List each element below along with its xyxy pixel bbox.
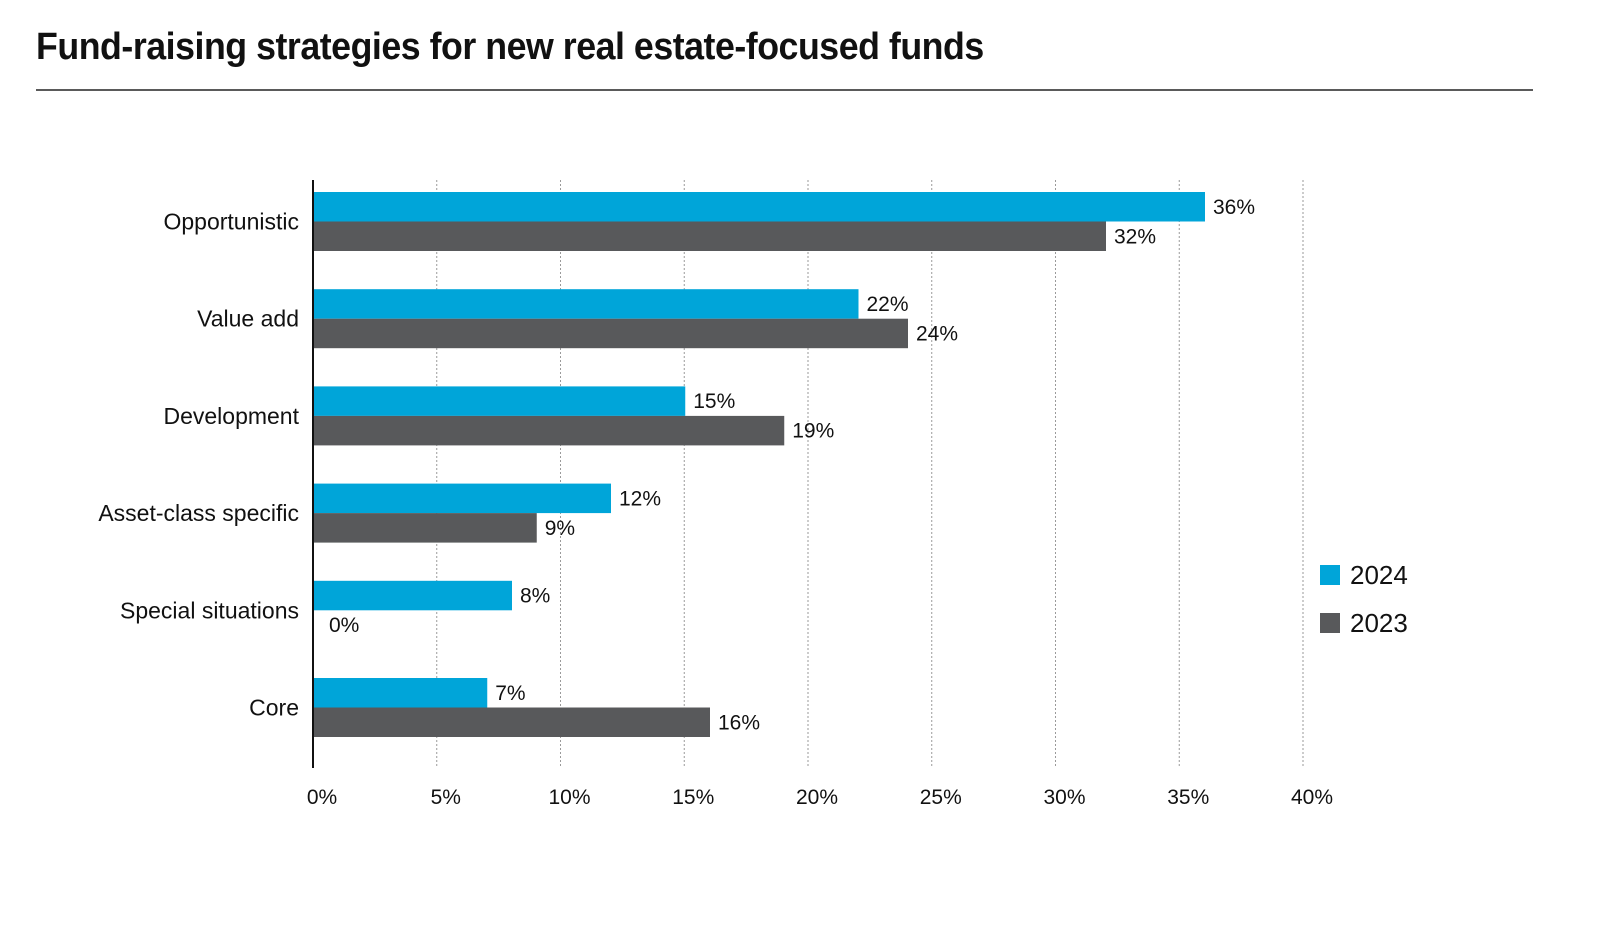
data-label-2023: 32% bbox=[1114, 225, 1156, 248]
legend-swatch-2023 bbox=[1320, 613, 1340, 633]
category-label: Asset-class specific bbox=[98, 500, 299, 526]
data-label-2024: 36% bbox=[1213, 196, 1255, 219]
bar-2023 bbox=[314, 221, 1106, 251]
x-tick-label: 15% bbox=[672, 786, 714, 809]
x-tick-label: 5% bbox=[431, 786, 461, 809]
category-labels: Opportunistic Value add Development Asset-c… bbox=[98, 209, 299, 721]
bar-2023 bbox=[314, 415, 785, 446]
bar-2023 bbox=[314, 318, 908, 349]
data-label-2023: 16% bbox=[718, 711, 760, 734]
x-tick-label: 25% bbox=[920, 786, 962, 809]
bar-2024 bbox=[314, 192, 1205, 222]
bar-2024 bbox=[314, 289, 859, 319]
x-tick-labels: 0% 5% 10% 15% 20% 25% 30% 35% 40% bbox=[307, 786, 1333, 809]
chart-title: Fund-raising strategies for new real est… bbox=[36, 26, 984, 68]
bar-2024 bbox=[314, 678, 488, 708]
x-tick-label: 10% bbox=[548, 786, 590, 809]
bars bbox=[314, 192, 1205, 737]
bar-2023 bbox=[314, 707, 710, 737]
data-label-2024: 12% bbox=[619, 487, 661, 510]
bar-2023 bbox=[314, 513, 537, 543]
bar-2024 bbox=[314, 386, 686, 416]
data-label-2023: 24% bbox=[916, 322, 958, 345]
data-label-2024: 7% bbox=[495, 682, 525, 705]
category-label: Special situations bbox=[120, 597, 299, 623]
legend-swatch-2024 bbox=[1320, 565, 1340, 585]
bar-2024 bbox=[314, 483, 611, 514]
x-tick-label: 20% bbox=[796, 786, 838, 809]
data-label-2023: 0% bbox=[329, 614, 359, 637]
bar-2024 bbox=[314, 580, 512, 611]
data-label-2024: 22% bbox=[867, 293, 909, 316]
title-divider bbox=[36, 89, 1533, 91]
x-tick-label: 0% bbox=[307, 786, 337, 809]
category-label: Value add bbox=[197, 306, 299, 332]
data-label-2024: 15% bbox=[693, 390, 735, 413]
x-tick-label: 35% bbox=[1167, 786, 1209, 809]
category-label: Opportunistic bbox=[163, 209, 299, 235]
gridlines bbox=[436, 180, 1304, 768]
x-tick-label: 30% bbox=[1043, 786, 1085, 809]
data-labels: 36% 32% 22% 24% 15% 19% 12% 9% 8% 0% 7% 16% bbox=[329, 196, 1255, 735]
legend: 2024 2023 bbox=[1320, 560, 1408, 638]
x-tick-label: 40% bbox=[1291, 786, 1333, 809]
legend-label-2024: 2024 bbox=[1350, 560, 1408, 590]
data-label-2024: 8% bbox=[520, 585, 550, 608]
data-label-2023: 9% bbox=[545, 517, 575, 540]
legend-label-2023: 2023 bbox=[1350, 608, 1408, 638]
category-label: Development bbox=[163, 403, 299, 429]
category-label: Core bbox=[249, 695, 299, 721]
data-label-2023: 19% bbox=[792, 420, 834, 443]
